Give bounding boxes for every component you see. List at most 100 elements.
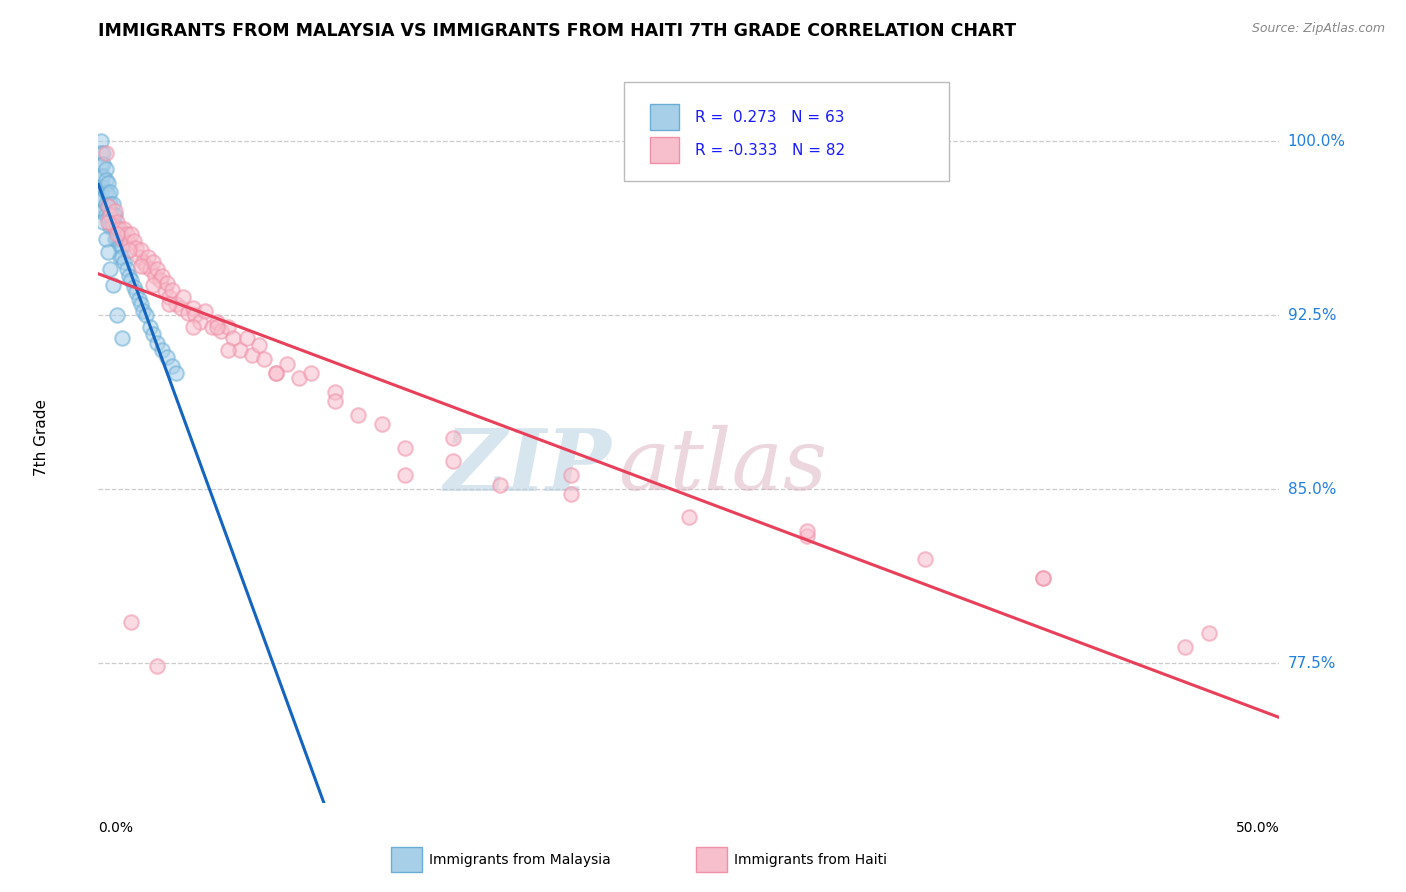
Point: [121, 615, 143, 629]
Point: [90, 180, 112, 194]
Point: [98, 185, 121, 199]
Point: [118, 243, 141, 257]
Text: Immigrants from Haiti: Immigrants from Haiti: [734, 853, 887, 867]
Point: [560, 468, 582, 483]
Point: [1032, 570, 1054, 584]
Point: [94, 173, 117, 187]
Point: [90, 145, 112, 160]
Point: [111, 238, 134, 252]
Point: [347, 408, 370, 422]
Point: [299, 366, 322, 380]
Point: [276, 357, 298, 371]
Point: [146, 261, 169, 276]
Point: [122, 234, 145, 248]
Point: [121, 227, 143, 241]
Point: [90, 134, 112, 148]
Point: [217, 319, 239, 334]
Point: [129, 296, 152, 310]
Point: [157, 290, 180, 304]
Point: [97, 211, 120, 225]
Point: [172, 290, 194, 304]
Point: [108, 250, 131, 264]
Point: [139, 261, 162, 276]
Point: [108, 227, 131, 241]
Point: [135, 308, 157, 322]
Point: [91, 192, 114, 206]
Point: [101, 277, 124, 292]
Point: [394, 441, 416, 455]
Point: [264, 366, 287, 380]
FancyBboxPatch shape: [624, 82, 949, 181]
Point: [105, 227, 128, 241]
Text: ZIP: ZIP: [444, 425, 612, 508]
Point: [560, 487, 582, 501]
Text: 92.5%: 92.5%: [1288, 308, 1336, 323]
Point: [104, 208, 127, 222]
Point: [111, 250, 134, 264]
Point: [91, 145, 114, 160]
Point: [247, 338, 270, 352]
Point: [229, 343, 252, 357]
Point: [108, 238, 131, 252]
Point: [101, 196, 124, 211]
Point: [101, 208, 124, 222]
Point: [129, 260, 152, 274]
Point: [115, 261, 138, 276]
Point: [150, 268, 173, 283]
Point: [115, 227, 138, 241]
Point: [98, 208, 121, 222]
Point: [90, 157, 112, 171]
Point: [184, 308, 207, 322]
Point: [90, 192, 112, 206]
Text: 0.0%: 0.0%: [98, 822, 134, 836]
Point: [90, 169, 112, 183]
Text: 50.0%: 50.0%: [1236, 822, 1279, 836]
Point: [128, 250, 150, 264]
Point: [129, 243, 152, 257]
Point: [489, 477, 512, 491]
Text: 77.5%: 77.5%: [1288, 656, 1336, 671]
Point: [132, 303, 155, 318]
Point: [240, 348, 263, 362]
Point: [253, 352, 276, 367]
Point: [97, 176, 120, 190]
Point: [194, 303, 217, 318]
Point: [91, 169, 114, 183]
Point: [98, 208, 121, 222]
Point: [323, 394, 346, 409]
Point: [122, 280, 145, 294]
Point: [796, 524, 818, 538]
Point: [104, 203, 127, 218]
Text: atlas: atlas: [619, 425, 827, 508]
Point: [143, 268, 166, 283]
Point: [136, 250, 159, 264]
Text: 85.0%: 85.0%: [1288, 482, 1336, 497]
Point: [94, 145, 117, 160]
Point: [142, 277, 165, 292]
Point: [97, 215, 120, 229]
Point: [371, 417, 394, 432]
Point: [101, 219, 124, 234]
Point: [323, 384, 346, 399]
Point: [104, 219, 127, 234]
Point: [157, 296, 180, 310]
Point: [132, 254, 155, 268]
FancyBboxPatch shape: [650, 104, 679, 130]
Point: [135, 260, 157, 274]
Text: Source: ZipAtlas.com: Source: ZipAtlas.com: [1251, 22, 1385, 36]
Point: [177, 306, 200, 320]
Point: [94, 231, 117, 245]
Point: [108, 222, 131, 236]
Point: [121, 273, 143, 287]
Point: [156, 350, 179, 364]
Text: 100.0%: 100.0%: [1288, 134, 1346, 149]
Point: [142, 326, 165, 341]
Point: [111, 331, 134, 345]
Point: [105, 308, 128, 322]
Point: [139, 319, 162, 334]
Point: [156, 276, 179, 290]
Point: [160, 359, 183, 374]
Point: [1174, 640, 1197, 655]
Point: [1198, 626, 1220, 640]
Point: [150, 343, 173, 357]
